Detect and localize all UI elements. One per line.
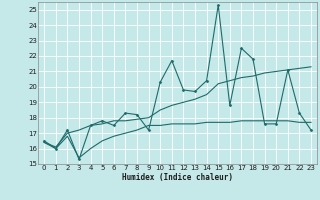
X-axis label: Humidex (Indice chaleur): Humidex (Indice chaleur) (122, 173, 233, 182)
